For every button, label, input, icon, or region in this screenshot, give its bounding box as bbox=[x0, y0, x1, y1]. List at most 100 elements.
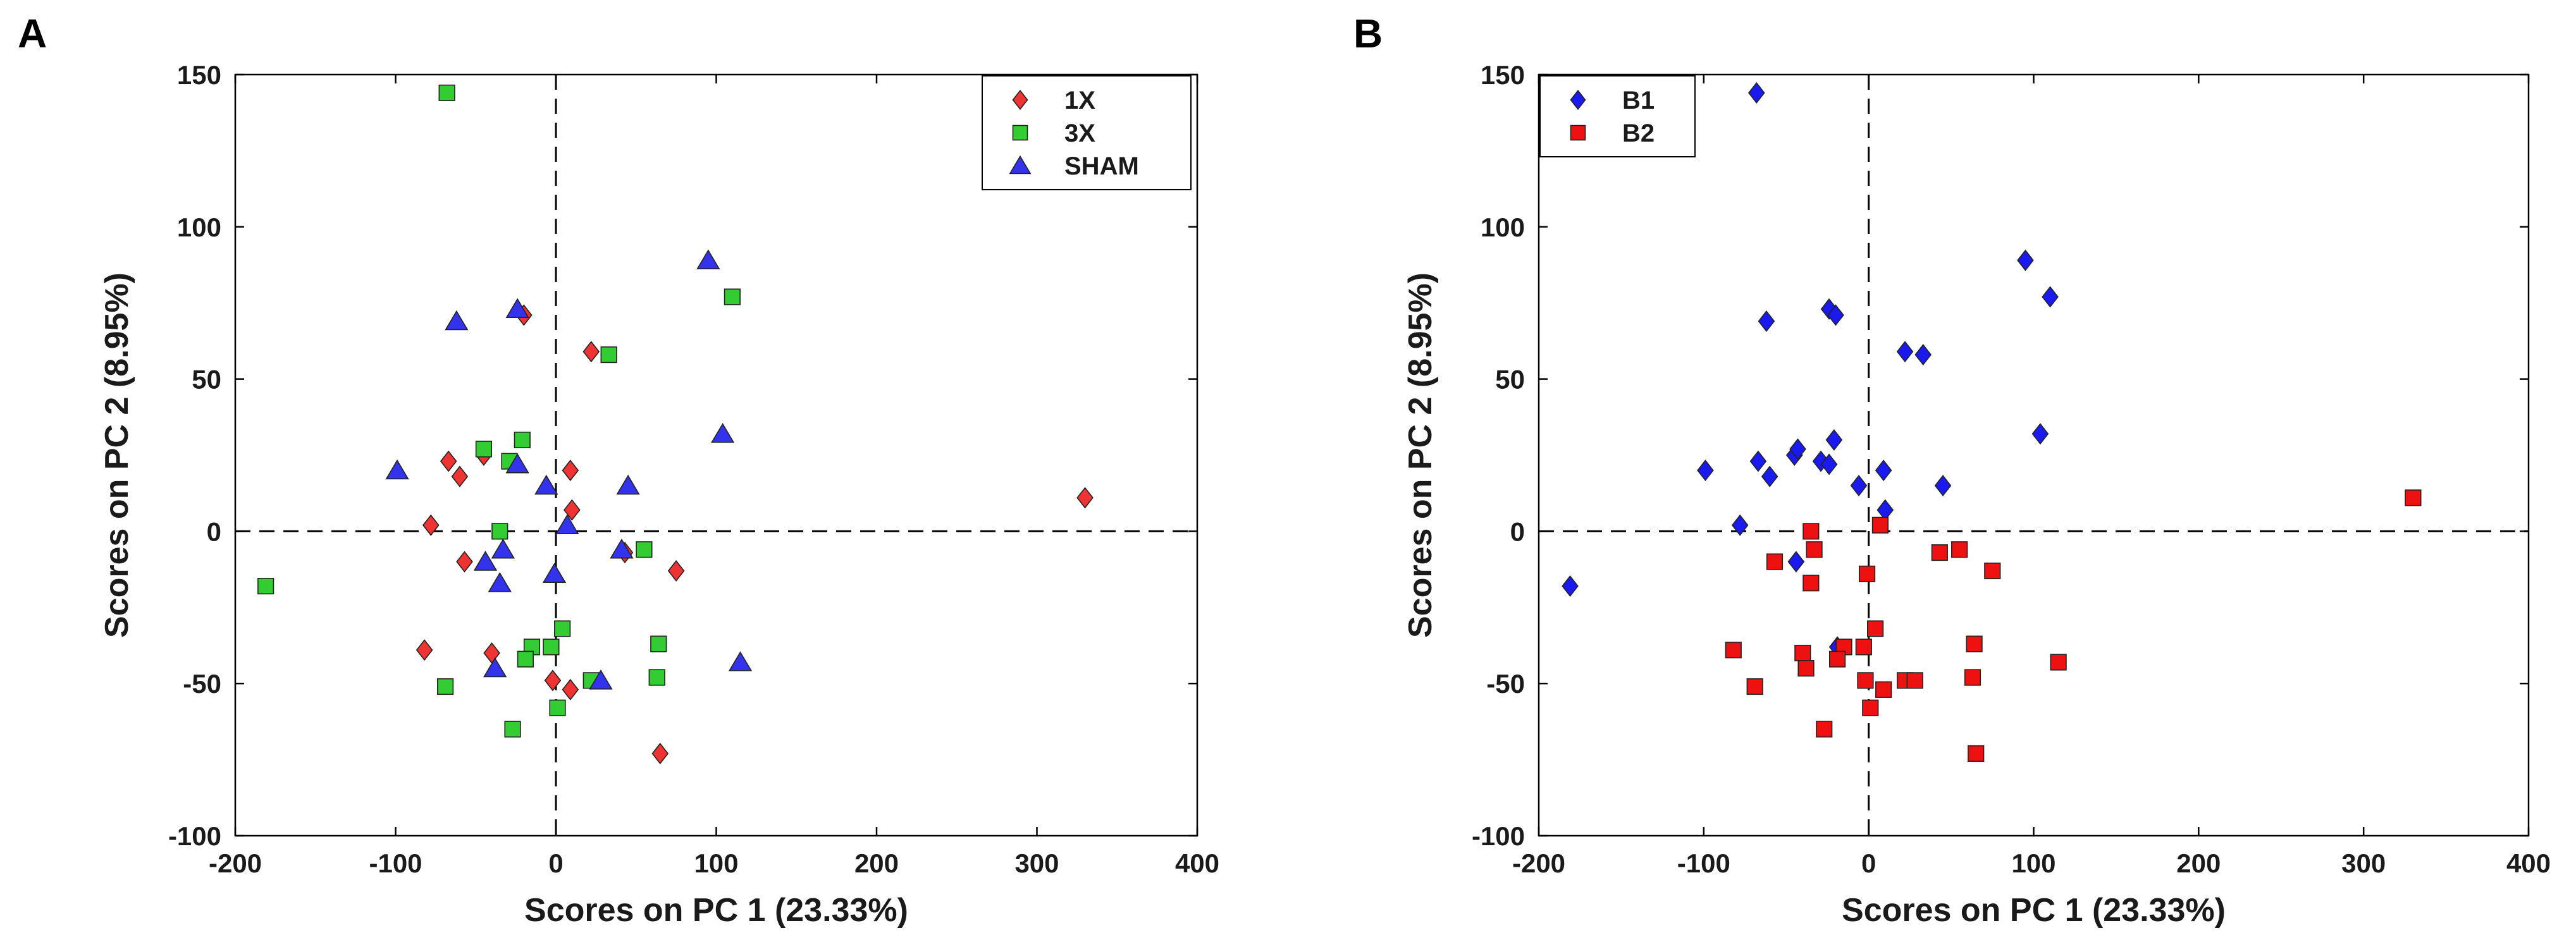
point-3x bbox=[549, 699, 566, 716]
point-b1 bbox=[1896, 341, 1914, 363]
panel-label: A bbox=[18, 11, 47, 56]
point-b2 bbox=[1964, 669, 1981, 686]
point-b2 bbox=[1794, 644, 1811, 662]
y-tick-label: -50 bbox=[183, 669, 221, 699]
point-sham bbox=[542, 563, 567, 583]
point-b2 bbox=[1906, 672, 1923, 689]
point-b2 bbox=[1857, 672, 1874, 689]
point-b1 bbox=[1827, 304, 1844, 326]
point-3x bbox=[636, 541, 653, 558]
legend-marker-1x bbox=[1012, 90, 1028, 110]
point-b2 bbox=[1725, 642, 1742, 659]
point-sham bbox=[616, 474, 640, 495]
point-3x bbox=[514, 431, 531, 449]
point-b1 bbox=[1731, 514, 1749, 536]
x-tick-label: 0 bbox=[548, 848, 563, 878]
point-sham bbox=[445, 310, 469, 331]
point-b1 bbox=[1787, 551, 1805, 573]
series-b2 bbox=[1725, 489, 2422, 762]
point-b1 bbox=[2042, 286, 2059, 308]
point-b2 bbox=[2405, 489, 2422, 506]
point-b1 bbox=[1820, 453, 1838, 475]
point-1x bbox=[667, 559, 685, 582]
legend-label-b2: B2 bbox=[1622, 119, 1655, 147]
series-1x bbox=[416, 304, 1094, 765]
point-b2 bbox=[1862, 699, 1879, 716]
point-b1 bbox=[1697, 460, 1714, 482]
point-1x bbox=[562, 678, 579, 700]
panel-a: A-200 -100 0 100 200 300 400-100-50050100150Sc… bbox=[18, 11, 1219, 929]
point-1x bbox=[456, 551, 473, 573]
y-tick-label: 0 bbox=[207, 516, 221, 546]
y-tick-label: 50 bbox=[192, 365, 221, 394]
point-b1 bbox=[1875, 460, 1892, 482]
y-tick-label: 150 bbox=[177, 60, 221, 90]
x-axis-label: Scores on PC 1 (23.33%) bbox=[1842, 892, 2226, 929]
point-b2 bbox=[1803, 575, 1820, 592]
legend-box bbox=[1539, 75, 1696, 157]
x-tick-label: 100 bbox=[694, 848, 738, 878]
point-sham bbox=[696, 249, 720, 269]
point-b1 bbox=[1562, 575, 1579, 597]
x-tick-label: -200 bbox=[209, 848, 262, 878]
point-b1 bbox=[1761, 465, 1778, 487]
y-tick-label: -50 bbox=[1486, 669, 1525, 699]
point-1x bbox=[451, 465, 469, 487]
point-sham bbox=[385, 459, 409, 480]
y-tick-label: 0 bbox=[1510, 516, 1525, 546]
panel-label: B bbox=[1353, 11, 1383, 56]
point-b2 bbox=[1816, 721, 1833, 738]
point-3x bbox=[724, 288, 741, 305]
y-axis-label: Scores on PC 2 (8.95%) bbox=[1402, 272, 1439, 638]
point-sham bbox=[589, 669, 613, 690]
point-sham bbox=[555, 514, 579, 534]
point-b2 bbox=[1855, 638, 1872, 656]
point-1x bbox=[416, 639, 433, 661]
point-b2 bbox=[1766, 553, 1784, 570]
plot-area bbox=[1538, 73, 2530, 837]
point-b2 bbox=[1806, 541, 1823, 558]
point-b2 bbox=[1875, 681, 1892, 698]
point-b2 bbox=[1984, 562, 2001, 580]
legend-marker-b2 bbox=[1570, 125, 1586, 141]
point-b1 bbox=[1850, 475, 1868, 497]
plot-area bbox=[234, 73, 1199, 837]
point-b2 bbox=[1968, 745, 1985, 762]
x-tick-label: 200 bbox=[2176, 848, 2221, 878]
point-3x bbox=[475, 441, 493, 458]
x-tick-label: 300 bbox=[2341, 848, 2386, 878]
point-1x bbox=[582, 341, 600, 363]
point-b2 bbox=[1746, 678, 1763, 695]
point-b2 bbox=[1829, 651, 1846, 668]
point-3x bbox=[554, 620, 571, 637]
point-3x bbox=[600, 346, 617, 364]
point-sham bbox=[488, 571, 512, 592]
point-3x bbox=[436, 678, 454, 695]
y-tick-label: -100 bbox=[1472, 821, 1525, 851]
point-b1 bbox=[1820, 298, 1838, 320]
point-b1 bbox=[1747, 82, 1765, 104]
point-3x bbox=[650, 635, 667, 652]
x-tick-label: 100 bbox=[2011, 848, 2055, 878]
point-b1 bbox=[2017, 249, 2034, 271]
x-axis-label: Scores on PC 1 (23.33%) bbox=[524, 892, 908, 929]
point-sham bbox=[505, 298, 529, 319]
point-3x bbox=[648, 669, 665, 686]
point-b2 bbox=[1803, 523, 1820, 540]
legend-marker-b1 bbox=[1570, 90, 1586, 110]
point-b1 bbox=[1825, 429, 1843, 451]
y-tick-label: 50 bbox=[1495, 365, 1525, 394]
x-tick-label: 400 bbox=[2506, 848, 2551, 878]
point-3x bbox=[257, 577, 274, 595]
point-b2 bbox=[1871, 516, 1889, 534]
legend-label-1x: 1X bbox=[1064, 87, 1095, 114]
x-tick-label: -100 bbox=[369, 848, 422, 878]
point-b1 bbox=[2031, 423, 2049, 445]
legend-marker-sham bbox=[1009, 155, 1032, 174]
point-sham bbox=[473, 551, 498, 571]
legend-label-3x: 3X bbox=[1064, 119, 1095, 147]
point-1x bbox=[562, 460, 579, 482]
y-tick-label: 150 bbox=[1481, 60, 1525, 90]
